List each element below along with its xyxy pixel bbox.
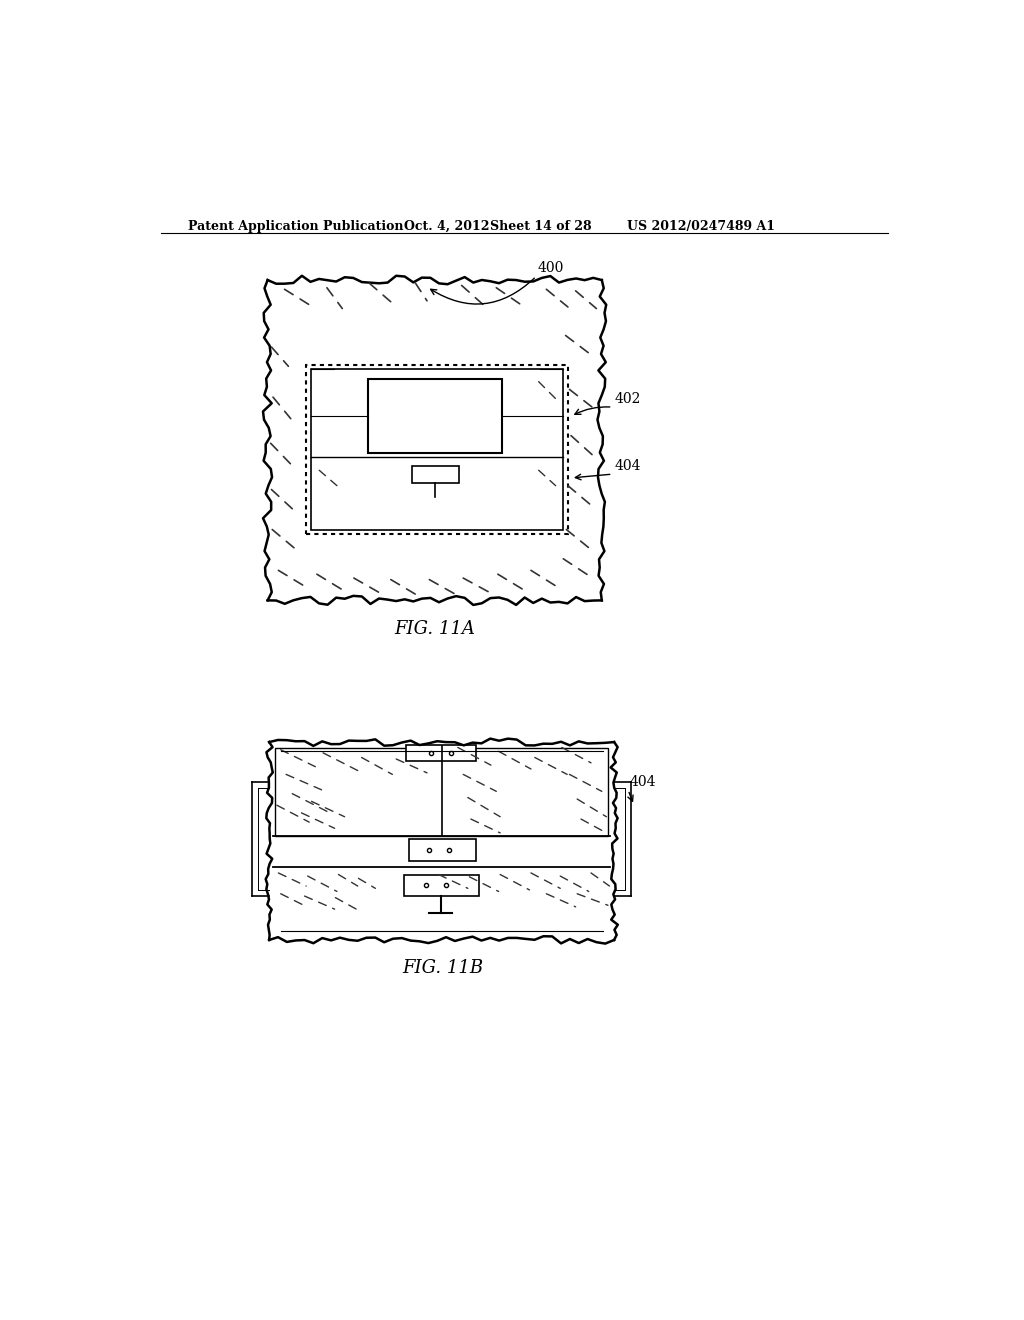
Bar [412,466,460,483]
Text: 404: 404 [630,775,656,789]
Bar [407,744,475,760]
Bar [368,379,502,453]
Text: 400: 400 [538,261,563,276]
Text: FIG. 11A: FIG. 11A [394,620,475,639]
Text: FIG. 11B: FIG. 11B [401,960,483,977]
Bar [410,840,475,862]
Text: Patent Application Publication: Patent Application Publication [188,220,403,234]
Bar [306,364,568,535]
Text: Oct. 4, 2012: Oct. 4, 2012 [403,220,489,234]
Text: Sheet 14 of 28: Sheet 14 of 28 [490,220,592,234]
Text: 404: 404 [614,459,641,474]
Bar [275,748,608,836]
Text: US 2012/0247489 A1: US 2012/0247489 A1 [628,220,775,234]
Bar [403,875,478,896]
Text: 402: 402 [614,392,640,407]
Bar [310,370,563,529]
